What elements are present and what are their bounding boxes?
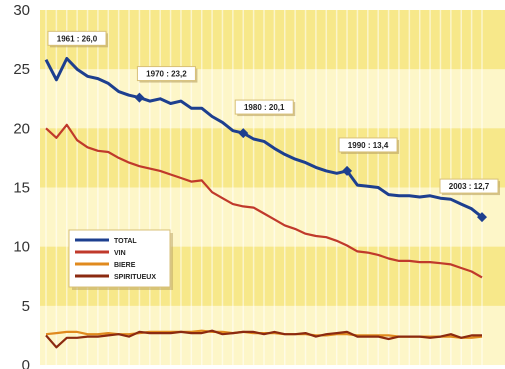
callout-label: 1970 : 23,2 xyxy=(146,70,187,79)
data-point-marker xyxy=(238,128,249,139)
legend-label: VIN xyxy=(114,250,126,257)
data-point-marker xyxy=(342,165,353,176)
callout-box xyxy=(338,137,398,153)
y-tick-label: 0 xyxy=(22,357,30,369)
legend-label: BIERE xyxy=(114,262,136,269)
series-line-total xyxy=(44,57,483,219)
y-tick-label: 20 xyxy=(13,120,30,137)
data-point-marker xyxy=(477,212,487,223)
callout-label: 2003 : 12,7 xyxy=(449,182,490,191)
y-tick-label: 15 xyxy=(13,180,30,197)
callout-box xyxy=(47,30,107,46)
callout-label: 1980 : 20,1 xyxy=(244,103,285,112)
series-line-vin xyxy=(45,123,483,279)
y-axis-ticks: 0 5 10 15 20 25 30 xyxy=(13,2,30,369)
callout-markers xyxy=(134,92,487,223)
series-line-spiritueux xyxy=(45,329,482,349)
band-stripe xyxy=(40,128,505,188)
legend-label: TOTAL xyxy=(114,238,137,245)
y-tick-label: 25 xyxy=(13,61,30,78)
callouts: 1961 : 26,0 1970 : 23,2 1980 : 20,1 1990 : … xyxy=(47,30,500,196)
y-tick-label: 30 xyxy=(13,2,30,19)
callout-box xyxy=(136,66,196,82)
callout-box xyxy=(439,178,499,194)
legend: TOTAL VIN BIERE SPIRITUEUX xyxy=(68,229,173,290)
callout-label: 1961 : 26,0 xyxy=(57,34,98,43)
y-tick-label: 5 xyxy=(22,298,30,315)
series-lines xyxy=(44,57,483,349)
callout-label: 1990 : 13,4 xyxy=(348,141,389,150)
data-point-marker xyxy=(134,92,145,103)
plot-background xyxy=(40,10,505,365)
band-stripe xyxy=(40,10,505,70)
legend-label: SPIRITUEUX xyxy=(114,274,156,281)
y-tick-label: 10 xyxy=(13,239,30,256)
callout-box xyxy=(234,99,294,115)
